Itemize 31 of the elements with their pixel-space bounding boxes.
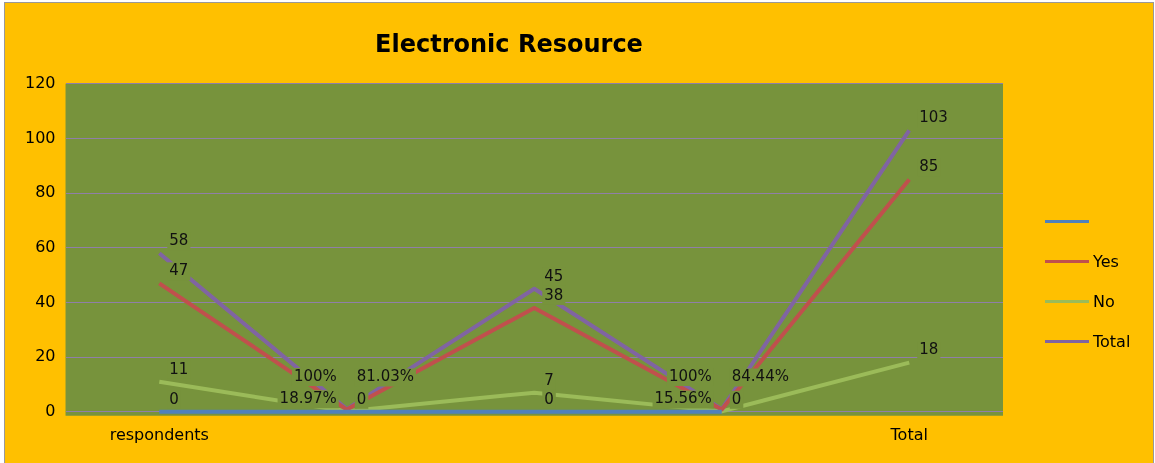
legend-label: Yes <box>1093 251 1119 271</box>
data-label: 81.03% <box>356 367 414 386</box>
x-tick-label: respondents <box>109 424 209 444</box>
data-label: 18 <box>919 340 939 359</box>
data-label: 100% <box>668 366 712 385</box>
y-tick-label: 120 <box>24 72 56 92</box>
data-label: 0 <box>731 389 742 408</box>
data-label: 38 <box>544 285 564 304</box>
data-label: 100% <box>293 366 337 385</box>
y-tick-label: 60 <box>35 236 56 256</box>
legend-label: Total <box>1093 331 1131 351</box>
y-tick-label: 20 <box>35 346 56 366</box>
data-label: 0 <box>544 389 554 408</box>
data-label: 103 <box>919 108 948 127</box>
data-label: 0 <box>169 389 179 408</box>
data-label: 84.44% <box>731 367 789 386</box>
data-label: 47 <box>169 261 189 280</box>
legend-label: No <box>1093 291 1115 311</box>
y-tick-label: 100 <box>24 127 56 147</box>
data-label: 85 <box>919 157 939 176</box>
chart-title: Electronic Resource <box>375 29 643 58</box>
data-label: 45 <box>544 266 564 285</box>
data-label: 0 <box>356 389 367 408</box>
data-label: 7 <box>544 370 554 389</box>
y-tick-label: 40 <box>35 291 56 311</box>
y-tick-label: 0 <box>45 400 56 420</box>
data-label: 58 <box>169 231 189 250</box>
data-label: 15.56% <box>654 389 712 408</box>
data-label: 11 <box>169 359 189 378</box>
y-tick-label: 80 <box>35 182 56 202</box>
data-label: 18.97% <box>279 389 337 408</box>
